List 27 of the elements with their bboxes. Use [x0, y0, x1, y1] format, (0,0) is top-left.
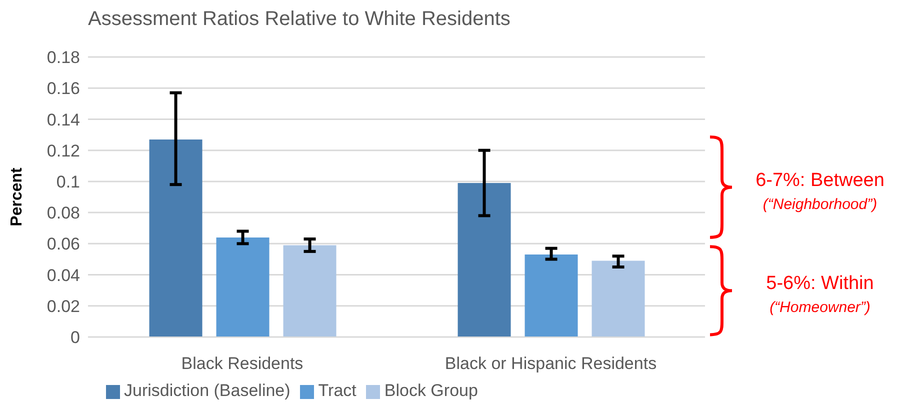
text: (“Neighborhood”)	[762, 196, 878, 212]
x-tick-label: Black Residents	[181, 354, 304, 374]
text: 6-7%: Between	[754, 170, 886, 192]
y-tick-label: 0.06	[46, 234, 80, 254]
y-tick-label: 0.12	[46, 141, 80, 160]
legend-label: Tract	[318, 381, 356, 400]
legend-label: Jurisdiction (Baseline)	[124, 381, 290, 400]
bar	[283, 245, 336, 337]
bar	[149, 139, 202, 337]
chart-title: Assessment Ratios Relative to White Residents	[88, 8, 510, 31]
y-tick-label: 0.04	[46, 266, 80, 285]
bar	[216, 237, 270, 337]
bar	[458, 183, 511, 337]
text: 5-6%: Within	[765, 272, 875, 295]
bar	[524, 254, 578, 337]
y-axis-title: Percent	[8, 166, 26, 226]
y-tick-label: 0.14	[46, 110, 80, 130]
y-tick-label: 0.08	[46, 204, 80, 223]
y-tick-label: 0.02	[46, 296, 80, 316]
y-tick-label: 0.1	[56, 172, 80, 192]
bar	[592, 260, 645, 337]
y-tick-label: 0.18	[46, 48, 80, 68]
y-tick-label: 0.16	[46, 79, 80, 98]
text: (“Homeowner”)	[768, 298, 872, 316]
legend-label: Block Group	[384, 381, 478, 400]
x-tick-label: Black or Hispanic Residents	[444, 354, 657, 374]
y-tick-label: 0	[70, 328, 80, 348]
